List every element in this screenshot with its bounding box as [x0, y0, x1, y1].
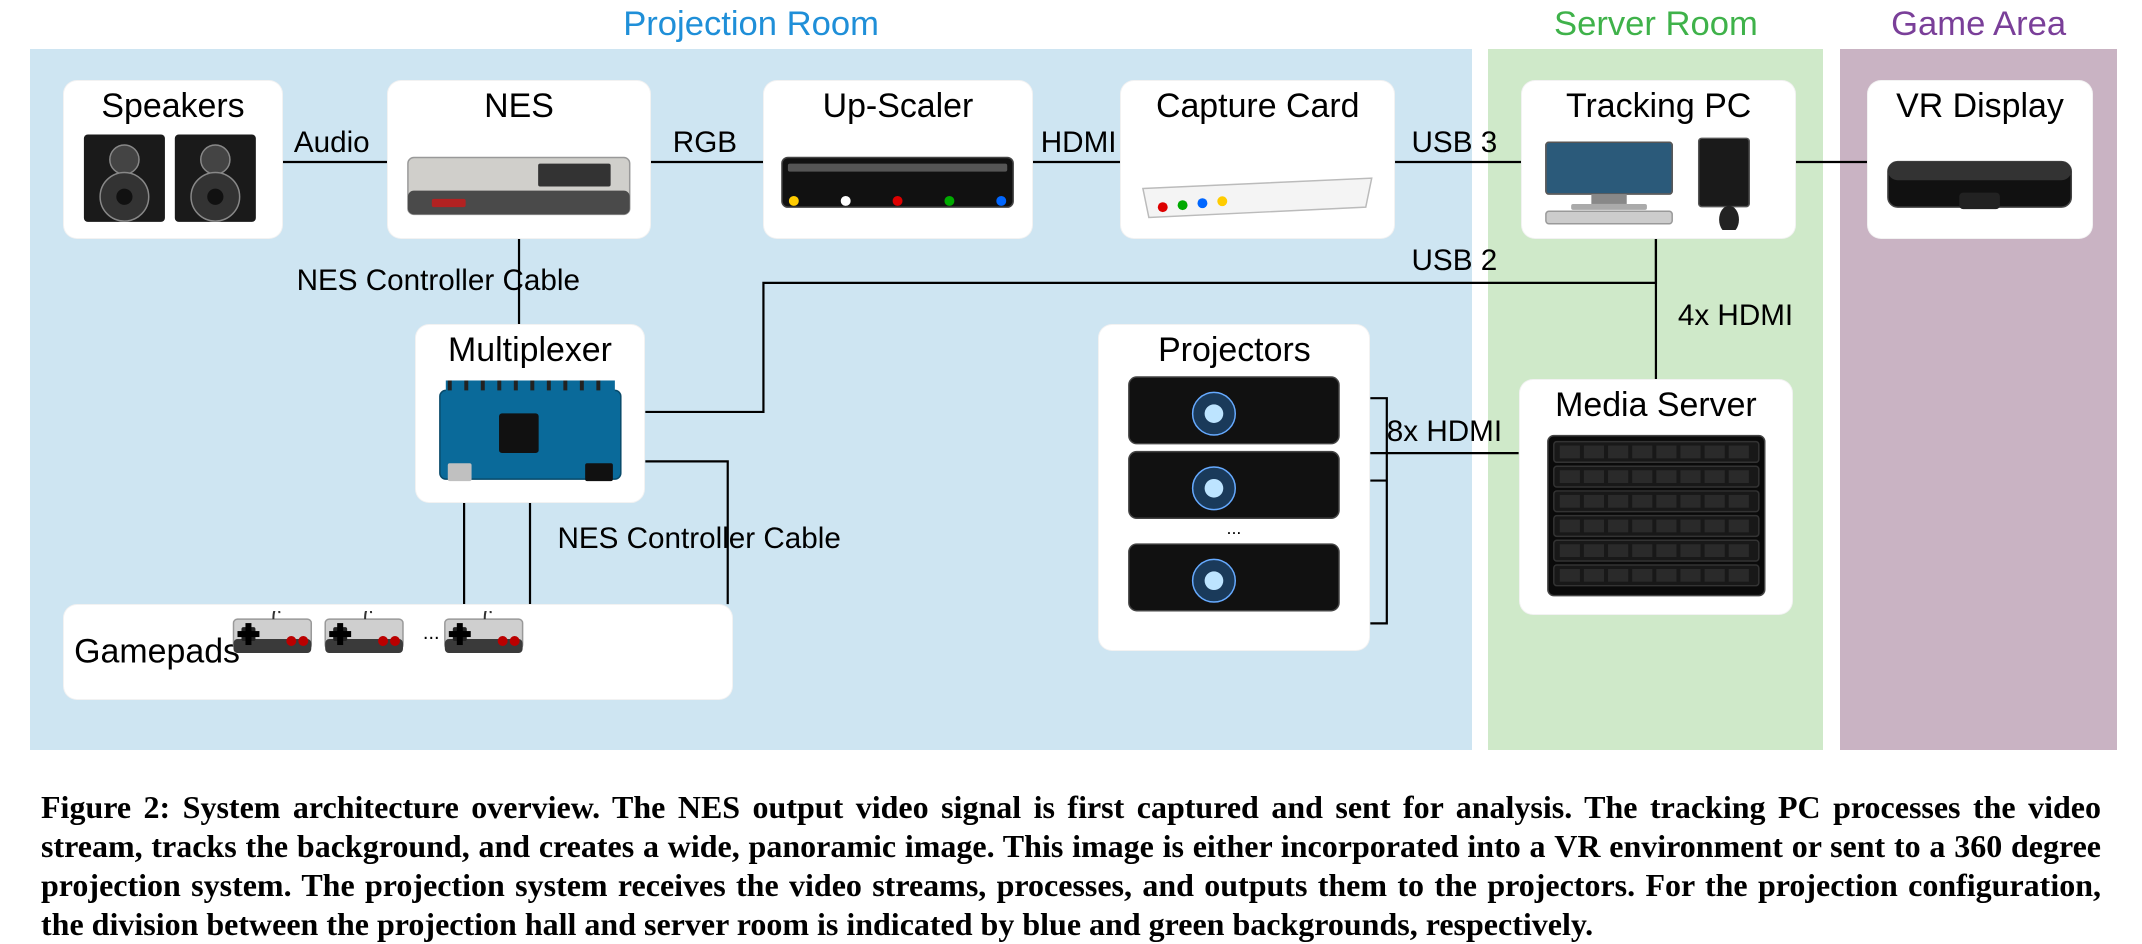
upscaler-icon	[774, 126, 1021, 230]
edge-label: 8x HDMI	[1387, 415, 1502, 449]
multiplexer-icon	[426, 370, 635, 494]
edge-label: 4x HDMI	[1678, 299, 1793, 333]
node-multiplexer: Multiplexer	[415, 324, 646, 503]
svg-text:...: ...	[423, 622, 440, 644]
gamepads-icon: ...	[74, 611, 722, 691]
node-label-nes: NES	[388, 87, 650, 126]
node-label-mediaserver: Media Server	[1520, 386, 1793, 425]
speakers-icon	[74, 126, 272, 230]
architecture-diagram: Projection RoomServer RoomGame Area Spea…	[0, 0, 2142, 758]
edge-label: NES Controller Cable	[297, 264, 580, 298]
mediaserver-icon	[1530, 425, 1783, 606]
node-nes: NES	[387, 80, 651, 239]
node-mediaserver: Media Server	[1519, 379, 1794, 615]
node-label-projectors: Projectors	[1099, 331, 1369, 370]
nes-icon	[398, 126, 640, 230]
node-projectors: Projectors...	[1098, 324, 1370, 651]
edge-label: Audio	[294, 126, 370, 160]
node-speakers: Speakers	[63, 80, 283, 239]
node-label-tracking: Tracking PC	[1522, 87, 1795, 126]
node-vrdisplay: VR Display	[1867, 80, 2092, 239]
node-gamepads: Gamepads...	[63, 604, 733, 700]
svg-text:...: ...	[1227, 518, 1242, 538]
node-tracking: Tracking PC	[1521, 80, 1796, 239]
node-capture: Capture Card	[1120, 80, 1395, 239]
edge-label: USB 2	[1412, 244, 1498, 278]
node-label-upscaler: Up-Scaler	[764, 87, 1031, 126]
edge-label: HDMI	[1041, 126, 1117, 160]
node-label-multiplexer: Multiplexer	[416, 331, 645, 370]
node-upscaler: Up-Scaler	[763, 80, 1032, 239]
tracking-icon	[1532, 126, 1785, 230]
edge-label: NES Controller Cable	[557, 522, 840, 556]
caption-text: Figure 2: System architecture overview. …	[41, 789, 678, 825]
figure-page: Projection RoomServer RoomGame Area Spea…	[0, 0, 2142, 944]
vrdisplay-icon	[1878, 126, 2081, 230]
caption-sc-vr: VR	[1554, 828, 1600, 864]
node-label-vrdisplay: VR Display	[1868, 87, 2091, 126]
projectors-icon: ...	[1109, 370, 1359, 642]
figure-caption: Figure 2: System architecture overview. …	[41, 788, 2101, 944]
node-label-speakers: Speakers	[64, 87, 282, 126]
edge-label: USB 3	[1412, 126, 1498, 160]
capture-icon	[1131, 126, 1384, 230]
edge-label: RGB	[673, 126, 737, 160]
node-label-capture: Capture Card	[1121, 87, 1394, 126]
caption-sc-nes: NES	[678, 789, 740, 825]
